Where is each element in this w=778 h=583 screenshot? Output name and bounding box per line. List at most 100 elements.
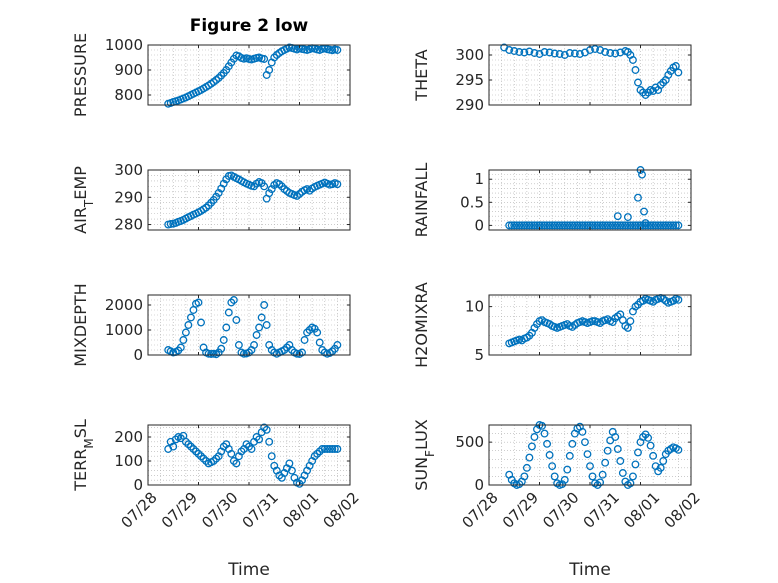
- data-point: [649, 451, 658, 460]
- data-point: [553, 221, 562, 230]
- data-point: [671, 221, 680, 230]
- data-point: [568, 439, 577, 448]
- data-point: [255, 435, 264, 444]
- data-point: [245, 348, 253, 357]
- y-tick-label: 100: [114, 452, 143, 470]
- data-point: [293, 349, 301, 358]
- data-point: [313, 328, 322, 337]
- data-point: [318, 346, 327, 354]
- data-point: [515, 48, 524, 56]
- data-point: [538, 421, 546, 430]
- data-point: [565, 451, 574, 460]
- data-point: [586, 462, 594, 471]
- data-point: [613, 221, 622, 230]
- data-point: [641, 221, 650, 230]
- data-point: [247, 445, 256, 453]
- data-point: [558, 221, 567, 230]
- data-point: [606, 221, 615, 230]
- data-point: [520, 221, 529, 230]
- data-point: [656, 81, 665, 89]
- data-point: [232, 459, 241, 468]
- data-point: [181, 328, 190, 337]
- data-series: [164, 423, 342, 488]
- data-point: [510, 221, 519, 230]
- data-point: [674, 295, 683, 304]
- data-point: [666, 221, 675, 230]
- data-point: [639, 221, 647, 230]
- y-tick-label: 0: [474, 216, 484, 234]
- data-point: [540, 48, 549, 56]
- data-point: [505, 46, 514, 54]
- data-point: [588, 317, 597, 326]
- data-point: [285, 459, 294, 468]
- data-point: [543, 221, 552, 230]
- data-series: [164, 296, 342, 359]
- data-point: [239, 349, 248, 358]
- data-point: [227, 298, 236, 307]
- data-point: [563, 221, 572, 230]
- data-point: [333, 445, 342, 453]
- data-point: [626, 317, 635, 326]
- data-point: [197, 318, 205, 327]
- data-point: [260, 55, 269, 63]
- y-axis-label: TERRMSL: [71, 419, 96, 492]
- data-point: [280, 346, 289, 354]
- data-point: [591, 221, 599, 230]
- data-point: [265, 189, 274, 198]
- y-tick-label: 1: [474, 170, 484, 188]
- data-point: [634, 448, 642, 457]
- data-point: [644, 433, 653, 442]
- data-point: [623, 221, 632, 230]
- data-point: [626, 221, 635, 230]
- data-point: [649, 221, 658, 230]
- y-tick-label: 0: [133, 476, 143, 494]
- data-point: [320, 445, 329, 453]
- x-axis-label: Time: [227, 560, 270, 580]
- data-point: [505, 221, 514, 230]
- y-tick-label: 1000: [105, 36, 143, 54]
- data-point: [548, 221, 557, 230]
- data-point: [555, 50, 564, 58]
- data-point: [563, 465, 572, 474]
- data-point: [560, 475, 569, 484]
- data-point: [656, 221, 665, 230]
- data-point: [202, 457, 211, 465]
- data-point: [186, 442, 195, 451]
- data-series: [164, 43, 342, 108]
- data-point: [245, 442, 253, 451]
- data-point: [217, 344, 226, 353]
- data-point: [659, 221, 668, 230]
- data-point: [583, 221, 592, 230]
- data-point: [186, 313, 195, 322]
- data-point: [237, 447, 246, 456]
- data-point: [621, 221, 630, 230]
- data-point: [325, 445, 334, 453]
- data-point: [644, 88, 653, 97]
- data-point: [169, 442, 178, 451]
- data-point: [638, 170, 646, 179]
- data-point: [527, 442, 536, 451]
- data-point: [661, 221, 670, 230]
- data-point: [510, 47, 519, 55]
- data-point: [179, 336, 188, 344]
- subplot-pressure: 800 900 1000 PRESSURE Figure 2 low: [71, 16, 351, 117]
- data-point: [267, 346, 276, 354]
- data-point: [568, 221, 577, 230]
- subplot-air: 280 290 300 AIRTEMP: [71, 161, 351, 234]
- data-point: [192, 447, 200, 456]
- data-point: [267, 185, 276, 194]
- data-point: [252, 331, 261, 339]
- data-point: [207, 350, 216, 358]
- data-point: [252, 433, 261, 441]
- data-point: [171, 435, 180, 444]
- data-point: [598, 470, 607, 479]
- data-point: [267, 452, 276, 461]
- data-point: [606, 49, 615, 57]
- data-point: [227, 449, 236, 458]
- y-tick-label: 0: [474, 476, 484, 494]
- data-point: [656, 463, 665, 472]
- y-tick-label: 1000: [105, 321, 143, 339]
- data-point: [543, 439, 552, 448]
- data-point: [631, 221, 640, 230]
- data-point: [242, 440, 251, 449]
